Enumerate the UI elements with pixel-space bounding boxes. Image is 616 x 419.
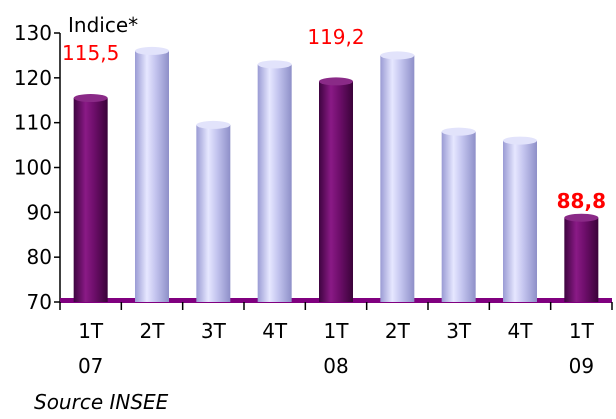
y-axis-title: Indice* bbox=[68, 13, 138, 37]
y-tick-label: 70 bbox=[27, 290, 52, 314]
bar-cap bbox=[257, 60, 292, 69]
x-tick-label: 4T bbox=[508, 319, 534, 343]
x-tick-label: 07 bbox=[78, 354, 103, 378]
bar-cap bbox=[73, 94, 108, 103]
bar bbox=[380, 51, 415, 302]
bar-body bbox=[196, 124, 231, 303]
bar-cap bbox=[503, 136, 537, 145]
x-tick-label: 3T bbox=[446, 319, 472, 343]
y-tick-label: 130 bbox=[14, 21, 52, 45]
bar bbox=[257, 60, 292, 302]
x-tick-label: 3T bbox=[201, 319, 227, 343]
bar-body bbox=[257, 64, 292, 302]
bar bbox=[73, 94, 108, 302]
bar bbox=[135, 46, 169, 302]
data-label: 115,5 bbox=[62, 41, 119, 65]
source-note: Source INSEE bbox=[34, 390, 169, 414]
bar-body bbox=[564, 217, 599, 302]
bar-body bbox=[135, 50, 169, 302]
data-label: 88,8 bbox=[557, 189, 606, 213]
data-label: 119,2 bbox=[307, 25, 364, 49]
bar-cap bbox=[196, 120, 231, 129]
y-tick-label: 120 bbox=[14, 66, 52, 90]
bar-cap bbox=[135, 46, 169, 55]
x-tick-label: 4T bbox=[262, 319, 288, 343]
labels-layer: 1T 07 2T 3T 4T 1T 08 2T 3T 4T 1T 09 115,5 119,2 88,8 bbox=[62, 25, 606, 378]
bar bbox=[319, 77, 353, 302]
bar-body bbox=[380, 55, 415, 302]
bar-cap bbox=[564, 213, 599, 222]
x-tick-label: 08 bbox=[323, 354, 348, 378]
x-tick-label: 1T bbox=[78, 319, 104, 343]
bar-body bbox=[73, 98, 108, 302]
y-tick-label: 90 bbox=[27, 200, 52, 224]
bar bbox=[503, 136, 537, 302]
y-tick-label: 80 bbox=[27, 245, 52, 269]
x-tick-label: 09 bbox=[569, 354, 594, 378]
bar-body bbox=[319, 81, 353, 302]
bar-cap bbox=[380, 51, 415, 60]
x-tick-label: 2T bbox=[385, 319, 411, 343]
bar-cap bbox=[441, 127, 476, 136]
bar-body bbox=[441, 131, 476, 302]
bar-cap bbox=[319, 77, 353, 86]
x-tick-label: 1T bbox=[569, 319, 595, 343]
bar bbox=[564, 213, 599, 302]
bar bbox=[441, 127, 476, 302]
bar-body bbox=[503, 140, 537, 302]
bar bbox=[196, 120, 231, 303]
bars-layer bbox=[73, 46, 599, 303]
y-tick-label: 100 bbox=[14, 156, 52, 180]
x-tick-label: 2T bbox=[140, 319, 166, 343]
x-tick-label: 1T bbox=[324, 319, 350, 343]
y-tick-label: 110 bbox=[14, 111, 52, 135]
